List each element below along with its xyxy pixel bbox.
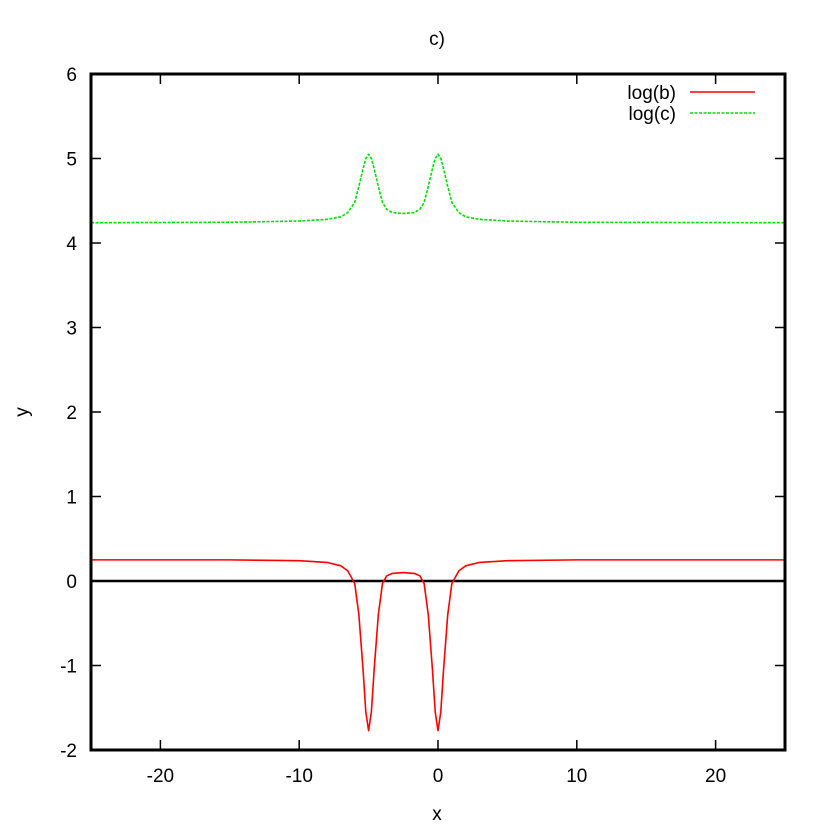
x-tick-label: -10	[285, 766, 312, 787]
y-tick-label: 0	[66, 572, 77, 593]
plot-frame	[89, 72, 787, 752]
series-line-2	[90, 153, 786, 224]
y-tick-label: 4	[66, 234, 77, 255]
y-tick-label: -1	[60, 657, 77, 678]
series-line-1	[91, 559, 785, 732]
y-tick-label: 2	[66, 403, 77, 424]
x-tick-label: -20	[147, 766, 174, 787]
y-tick-label: -2	[60, 741, 77, 762]
y-tick-label: 6	[66, 65, 77, 86]
x-axis-label: x	[432, 804, 442, 825]
y-tick-label: 3	[66, 319, 77, 340]
x-tick-label: 20	[705, 766, 726, 787]
x-tick-label: 0	[433, 766, 444, 787]
y-tick-label: 1	[66, 488, 77, 509]
legend-label: log(c)	[628, 104, 676, 125]
y-tick-label: 5	[66, 150, 77, 171]
chart-title: c)	[429, 29, 445, 50]
x-tick-label: 10	[566, 766, 587, 787]
legend-label: log(b)	[627, 83, 676, 104]
y-axis-label: y	[12, 407, 33, 417]
